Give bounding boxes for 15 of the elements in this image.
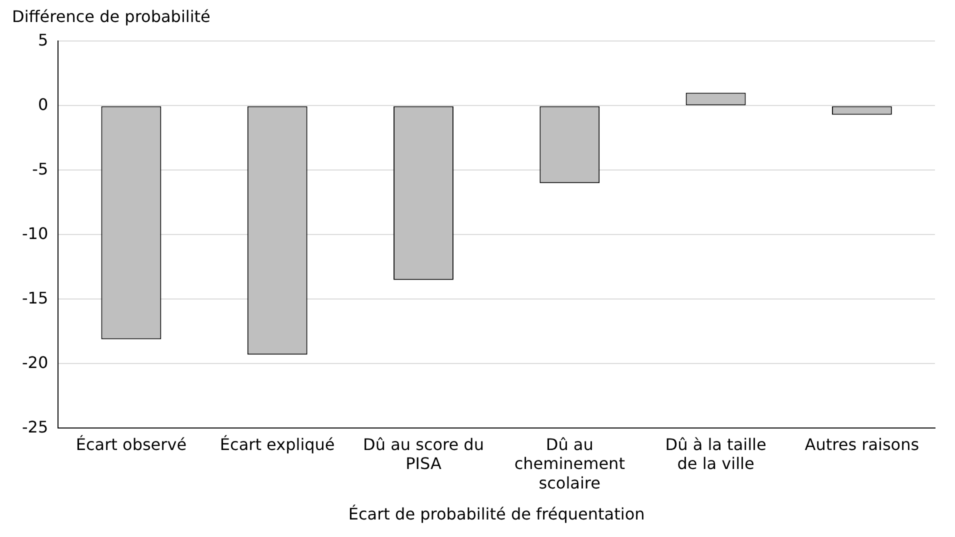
x-tick-label: Dû au score du PISA: [363, 434, 484, 474]
y-tick-label: -20: [22, 352, 48, 372]
x-tick-label: Écart expliqué: [220, 434, 335, 454]
y-tick-label: -10: [22, 224, 48, 243]
y-axis-title: Différence de probabilité: [12, 6, 210, 26]
y-tick-label: 5: [38, 30, 48, 50]
x-axis-title: Écart de probabilité de fréquentation: [348, 504, 645, 524]
x-tick-label: Écart observé: [76, 434, 187, 454]
x-tick-label: Dû à la taille de la ville: [665, 434, 766, 474]
y-tick-label: -15: [22, 288, 48, 308]
y-tick-label: -5: [32, 159, 48, 178]
x-tick-label: Autres raisons: [804, 434, 920, 454]
y-tick-label: -25: [22, 417, 48, 436]
y-tick-label: 0: [38, 94, 48, 114]
x-tick-label: Dû au cheminement scolaire: [514, 434, 625, 492]
